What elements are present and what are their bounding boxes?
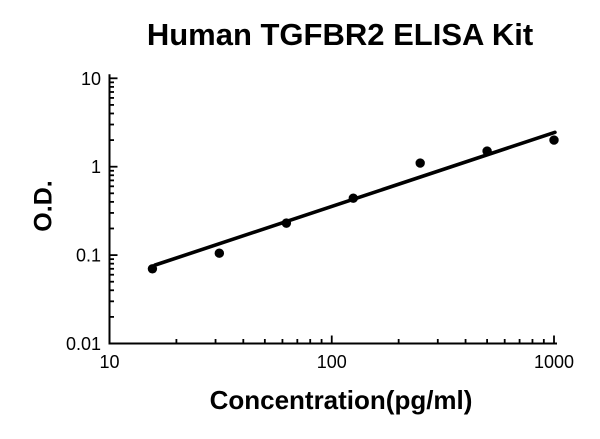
x-tick-label: 10 [99, 352, 119, 372]
y-tick-label: 0.1 [76, 246, 101, 266]
y-tick-label: 0.01 [66, 334, 101, 354]
data-point [415, 158, 425, 168]
x-tick-label: 100 [317, 352, 347, 372]
chart-title: Human TGFBR2 ELISA Kit [146, 17, 534, 52]
data-point [549, 135, 559, 145]
data-point [214, 248, 225, 258]
y-tick-label: 10 [81, 69, 101, 89]
x-axis-label: Concentration(pg/ml) [209, 385, 473, 415]
x-tick-label: 1000 [534, 352, 574, 372]
data-point [348, 193, 358, 203]
y-tick-label: 1 [91, 157, 101, 177]
data-point [281, 218, 292, 228]
data-point [147, 264, 158, 274]
data-point [482, 146, 492, 156]
